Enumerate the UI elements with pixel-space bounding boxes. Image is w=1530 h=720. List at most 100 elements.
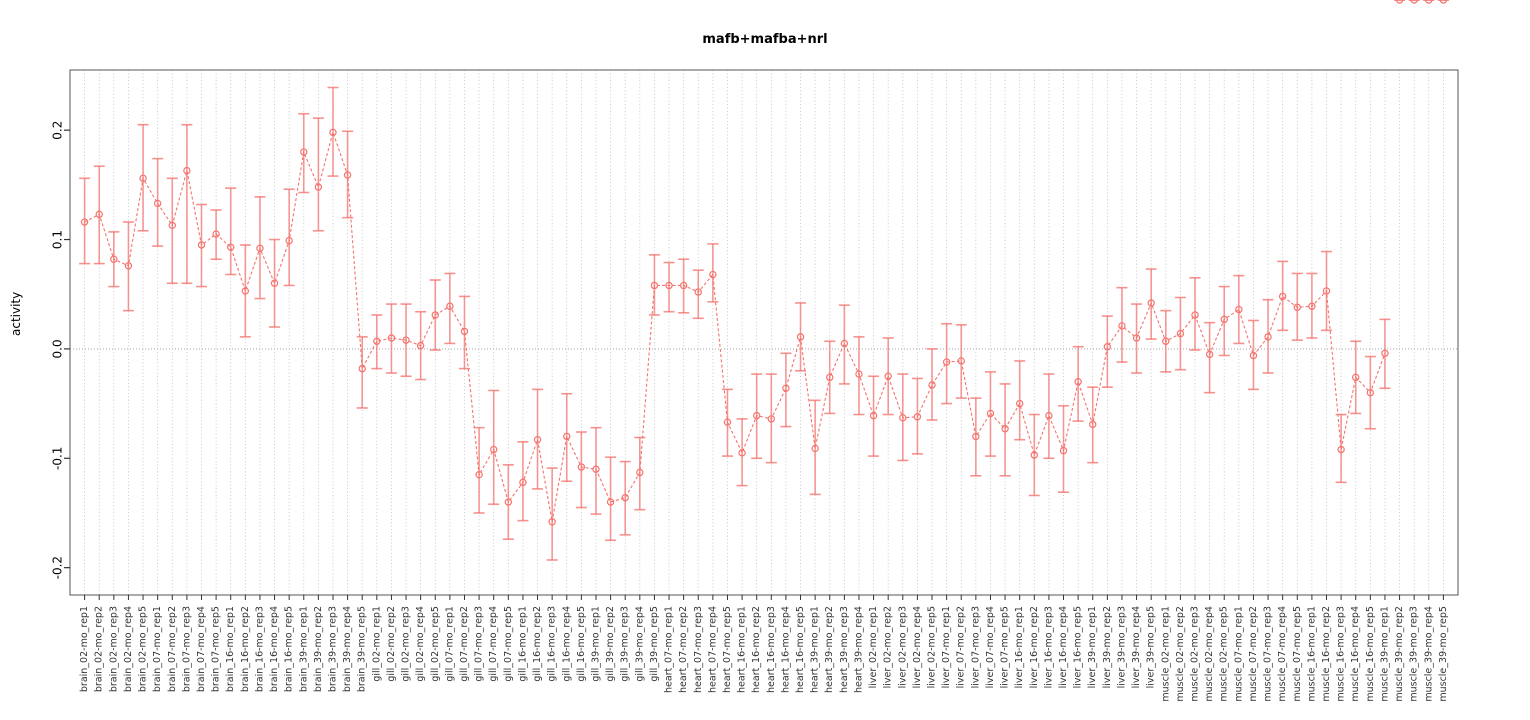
data-point-group bbox=[1189, 277, 1201, 351]
data-point-marker bbox=[811, 444, 819, 453]
data-point-marker bbox=[899, 414, 907, 422]
data-point-marker bbox=[1366, 388, 1375, 397]
data-point-marker bbox=[358, 364, 366, 373]
x-tick-label: muscle_02-mo_rep4 bbox=[1204, 606, 1215, 702]
data-point-marker bbox=[110, 255, 118, 263]
data-point-group bbox=[239, 244, 251, 338]
data-point-group bbox=[473, 426, 485, 514]
x-tick-label: brain_16-mo_rep3 bbox=[254, 606, 265, 692]
data-point-marker bbox=[1410, 0, 1418, 4]
x-tick-label: liver_07-mo_rep3 bbox=[970, 606, 981, 688]
data-point-marker bbox=[826, 373, 834, 382]
x-tick-label: brain_07-mo_rep3 bbox=[181, 606, 192, 692]
data-point-group bbox=[1321, 250, 1333, 332]
x-tick-label: gill_02-mo_rep4 bbox=[415, 606, 426, 682]
x-tick-label: muscle_39-mo_rep4 bbox=[1423, 606, 1434, 702]
data-point-marker bbox=[986, 409, 995, 418]
x-tick-label: muscle_16-mo_rep4 bbox=[1350, 606, 1361, 702]
x-tick-label: heart_39-mo_rep4 bbox=[853, 606, 864, 693]
x-tick-label: muscle_16-mo_rep2 bbox=[1321, 606, 1332, 702]
x-tick-label: brain_16-mo_rep4 bbox=[269, 606, 280, 692]
data-point-group bbox=[648, 254, 660, 316]
data-point-group bbox=[137, 123, 149, 232]
data-point-marker bbox=[1337, 445, 1345, 454]
data-point-marker bbox=[197, 241, 206, 249]
data-point-marker bbox=[373, 337, 381, 345]
data-point-group bbox=[751, 373, 763, 460]
data-point-marker bbox=[402, 336, 410, 344]
data-point-marker bbox=[431, 311, 439, 319]
data-point-marker bbox=[460, 327, 469, 336]
data-point-marker bbox=[957, 357, 965, 365]
data-point-group bbox=[634, 436, 646, 511]
data-point-group bbox=[1072, 345, 1084, 422]
data-point-group bbox=[1218, 285, 1230, 357]
data-point-group bbox=[1043, 373, 1055, 460]
data-point-group bbox=[984, 371, 996, 457]
x-tick-label: liver_39-mo_rep5 bbox=[1146, 606, 1157, 688]
data-point-group bbox=[1408, 0, 1420, 4]
x-tick-label: liver_16-mo_rep5 bbox=[1073, 606, 1084, 688]
y-tick-label: -0.2 bbox=[51, 556, 65, 579]
data-point-marker bbox=[1045, 411, 1053, 420]
data-point-marker bbox=[95, 210, 103, 219]
x-tick-label: heart_39-mo_rep1 bbox=[810, 606, 821, 693]
data-point-group bbox=[458, 295, 470, 370]
data-point-group bbox=[1116, 286, 1128, 363]
data-point-group bbox=[429, 279, 441, 351]
x-tick-label: brain_07-mo_rep4 bbox=[196, 606, 207, 692]
data-point-group bbox=[356, 336, 368, 409]
x-tick-label: gill_16-mo_rep3 bbox=[547, 606, 558, 682]
data-point-marker bbox=[1425, 0, 1433, 4]
x-tick-label: liver_39-mo_rep3 bbox=[1116, 606, 1127, 688]
x-tick-label: heart_39-mo_rep3 bbox=[839, 606, 850, 693]
data-point-marker bbox=[1118, 322, 1126, 330]
data-point-group bbox=[868, 375, 880, 457]
data-point-group bbox=[181, 123, 193, 285]
x-tick-label: heart_39-mo_rep2 bbox=[824, 606, 835, 693]
x-tick-label: gill_16-mo_rep5 bbox=[576, 606, 587, 682]
data-point-marker bbox=[241, 287, 250, 295]
data-point-marker bbox=[1249, 351, 1258, 360]
data-point-group bbox=[1160, 309, 1172, 373]
data-point-marker bbox=[1089, 420, 1097, 429]
data-point-marker bbox=[548, 518, 556, 526]
x-tick-label: brain_39-mo_rep3 bbox=[327, 606, 338, 692]
data-point-group bbox=[122, 221, 134, 312]
x-tick-label: brain_07-mo_rep1 bbox=[152, 606, 163, 692]
data-point-group bbox=[1174, 296, 1186, 371]
data-point-group bbox=[283, 188, 295, 287]
data-point-group bbox=[1364, 355, 1376, 430]
data-point-group bbox=[809, 399, 821, 496]
x-tick-label: liver_02-mo_rep3 bbox=[897, 606, 908, 688]
x-tick-label: liver_39-mo_rep1 bbox=[1087, 606, 1098, 688]
data-point-marker bbox=[1264, 333, 1272, 341]
data-point-marker bbox=[227, 243, 235, 251]
x-tick-label: liver_16-mo_rep4 bbox=[1058, 606, 1069, 688]
data-point-marker bbox=[679, 281, 688, 290]
x-axis: brain_02-mo_rep1 brain_02-mo_rep2 brain_02… bbox=[79, 595, 1449, 702]
x-tick-label: liver_07-mo_rep1 bbox=[941, 606, 952, 688]
data-point-group bbox=[692, 269, 704, 320]
data-point-marker bbox=[329, 128, 337, 137]
data-point-group bbox=[780, 352, 792, 428]
x-tick-label: brain_39-mo_rep1 bbox=[298, 606, 309, 692]
data-point-group bbox=[195, 203, 207, 288]
data-point-group bbox=[152, 157, 164, 247]
data-point-group bbox=[166, 177, 178, 285]
data-point-marker bbox=[694, 288, 702, 296]
data-point-marker bbox=[80, 218, 89, 226]
data-point-group bbox=[941, 322, 953, 405]
data-point-marker bbox=[782, 384, 790, 392]
data-point-group bbox=[1379, 318, 1391, 390]
x-tick-label: heart_16-mo_rep5 bbox=[795, 606, 806, 693]
data-point-group bbox=[926, 348, 938, 421]
data-point-group bbox=[1028, 413, 1040, 497]
data-point-marker bbox=[738, 449, 746, 457]
data-point-group bbox=[210, 209, 222, 261]
x-tick-label: gill_39-mo_rep2 bbox=[605, 606, 616, 682]
data-point-group bbox=[312, 117, 324, 232]
y-tick-label: 0.0 bbox=[51, 339, 65, 358]
data-point-group bbox=[415, 310, 427, 381]
